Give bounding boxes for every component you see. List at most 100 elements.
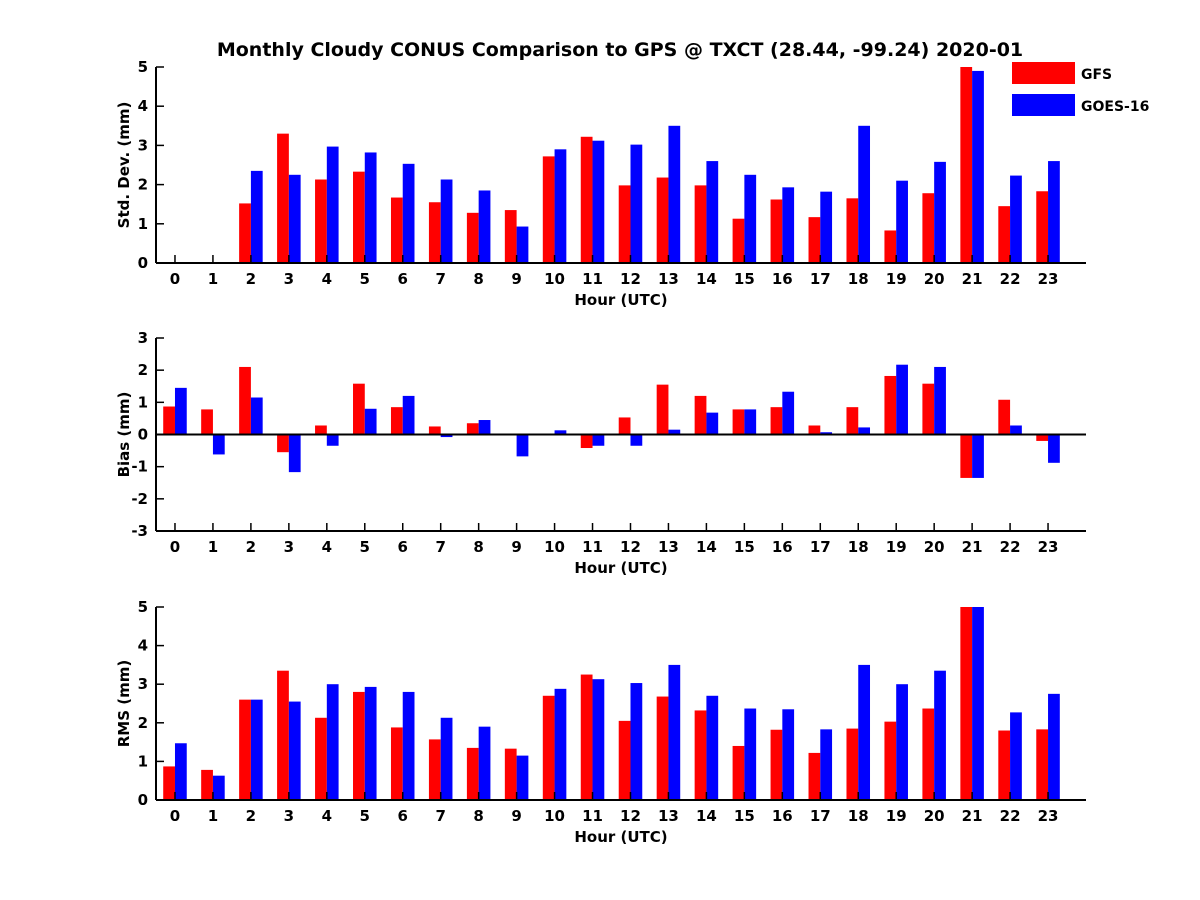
bar-gfs-hour-22	[998, 730, 1011, 800]
y-tick-label: 4	[138, 637, 148, 655]
x-tick-label: 8	[473, 270, 483, 288]
x-tick-label: 17	[810, 538, 831, 556]
bar-gfs-hour-22	[998, 399, 1011, 435]
x-tick-label: 13	[658, 538, 679, 556]
bar-goes16-hour-16	[782, 709, 795, 800]
bar-gfs-hour-15	[732, 409, 745, 435]
x-tick-label: 23	[1038, 807, 1059, 825]
x-tick-label: 21	[962, 807, 983, 825]
bar-goes16-hour-15	[744, 409, 757, 435]
bar-gfs-hour-11	[580, 136, 593, 263]
legend: GFS GOES-16	[1012, 62, 1149, 116]
bar-goes16-hour-0	[174, 387, 187, 435]
bar-gfs-hour-19	[884, 230, 897, 263]
bar-goes16-hour-13	[668, 429, 681, 435]
x-tick-label: 16	[772, 270, 793, 288]
bar-goes16-hour-10	[554, 688, 567, 800]
x-tick-label: 4	[322, 270, 332, 288]
x-tick-label: 5	[360, 270, 370, 288]
bar-goes16-hour-17	[820, 432, 833, 435]
bar-goes16-hour-20	[934, 366, 946, 435]
y-tick-label: 2	[138, 361, 148, 379]
x-tick-label: 1	[208, 538, 218, 556]
x-tick-label: 14	[696, 807, 717, 825]
x-tick-label: 0	[170, 807, 180, 825]
x-tick-label: 18	[848, 270, 869, 288]
x-tick-label: 18	[848, 538, 869, 556]
bar-goes16-hour-11	[592, 679, 605, 800]
bar-gfs-hour-12	[618, 720, 631, 800]
x-tick-label: 20	[924, 538, 945, 556]
bar-gfs-hour-8	[466, 747, 479, 800]
x-tick-label: 13	[658, 807, 679, 825]
bar-gfs-hour-10	[542, 695, 555, 800]
y-tick-label: 2	[138, 714, 148, 732]
x-tick-label: 2	[246, 538, 256, 556]
bar-goes16-hour-8	[478, 420, 491, 435]
bar-goes16-hour-6	[402, 691, 415, 800]
bar-gfs-hour-8	[466, 212, 479, 263]
x-tick-label: 23	[1038, 538, 1059, 556]
y-tick-label: 3	[138, 675, 148, 693]
bar-goes16-hour-21	[972, 434, 984, 478]
y-tick-label: 0	[138, 426, 148, 444]
x-tick-label: 10	[544, 807, 565, 825]
bar-goes16-hour-7	[440, 434, 453, 438]
legend-label-gfs: GFS	[1081, 67, 1112, 83]
bar-goes16-hour-23	[1048, 161, 1060, 263]
bar-goes16-hour-9	[516, 755, 529, 800]
x-tick-label: 7	[435, 807, 445, 825]
bar-gfs-hour-5	[353, 383, 365, 435]
bar-goes16-hour-1	[212, 775, 225, 800]
bar-gfs-hour-8	[466, 423, 479, 435]
bar-goes16-hour-13	[668, 125, 681, 263]
x-tick-label: 0	[170, 538, 180, 556]
bar-goes16-hour-7	[440, 179, 453, 263]
x-tick-label: 17	[810, 270, 831, 288]
bar-goes16-hour-15	[744, 708, 757, 800]
bar-gfs-hour-6	[390, 727, 403, 800]
bar-gfs-hour-14	[694, 185, 707, 263]
bar-goes16-hour-3	[288, 434, 301, 473]
bar-goes16-hour-18	[858, 125, 871, 263]
bar-gfs-hour-7	[428, 739, 441, 800]
bar-goes16-hour-3	[288, 174, 301, 263]
x-tick-label: 20	[924, 807, 945, 825]
bar-gfs-hour-16	[770, 199, 783, 263]
bar-gfs-hour-16	[770, 407, 783, 435]
bar-gfs-hour-3	[277, 133, 289, 263]
legend-swatch-gfs	[1012, 62, 1075, 84]
bar-goes16-hour-23	[1048, 693, 1060, 800]
y-tick-label: 5	[138, 598, 148, 616]
bar-goes16-hour-4	[326, 434, 339, 446]
bar-gfs-hour-15	[732, 745, 745, 800]
bar-goes16-hour-14	[706, 695, 719, 800]
x-tick-label: 23	[1038, 270, 1059, 288]
x-tick-label: 12	[620, 538, 641, 556]
x-tick-label: 22	[1000, 807, 1021, 825]
x-tick-label: 0	[170, 270, 180, 288]
x-tick-label: 19	[886, 270, 907, 288]
bar-gfs-hour-13	[656, 696, 669, 800]
bar-goes16-hour-0	[174, 743, 187, 800]
bar-gfs-hour-4	[315, 717, 327, 800]
x-tick-label: 21	[962, 538, 983, 556]
bar-goes16-hour-4	[326, 146, 339, 263]
x-tick-label: 3	[284, 270, 294, 288]
bar-goes16-hour-6	[402, 395, 415, 435]
y-axis-label: Std. Dev. (mm)	[115, 102, 133, 229]
bar-goes16-hour-9	[516, 434, 529, 457]
bar-gfs-hour-19	[884, 375, 897, 435]
x-tick-label: 6	[398, 538, 408, 556]
bar-gfs-hour-22	[998, 206, 1011, 263]
bar-goes16-hour-5	[364, 152, 377, 263]
x-axis-label: Hour (UTC)	[574, 828, 667, 846]
bar-gfs-hour-6	[390, 197, 403, 263]
bar-goes16-hour-22	[1010, 425, 1022, 435]
bar-gfs-hour-2	[239, 699, 251, 800]
x-tick-label: 5	[360, 807, 370, 825]
bar-goes16-hour-22	[1010, 175, 1022, 263]
y-tick-label: 1	[138, 215, 148, 233]
bar-goes16-hour-6	[402, 163, 415, 263]
bar-gfs-hour-21	[960, 67, 973, 263]
